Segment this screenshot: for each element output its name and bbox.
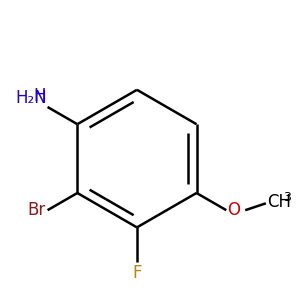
Text: H₂N: H₂N xyxy=(16,89,48,107)
Text: O: O xyxy=(227,201,240,219)
Text: F: F xyxy=(132,263,142,281)
Text: Br: Br xyxy=(28,201,46,219)
Text: 3: 3 xyxy=(283,191,291,204)
Text: CH: CH xyxy=(268,193,292,211)
Text: H: H xyxy=(33,87,46,105)
